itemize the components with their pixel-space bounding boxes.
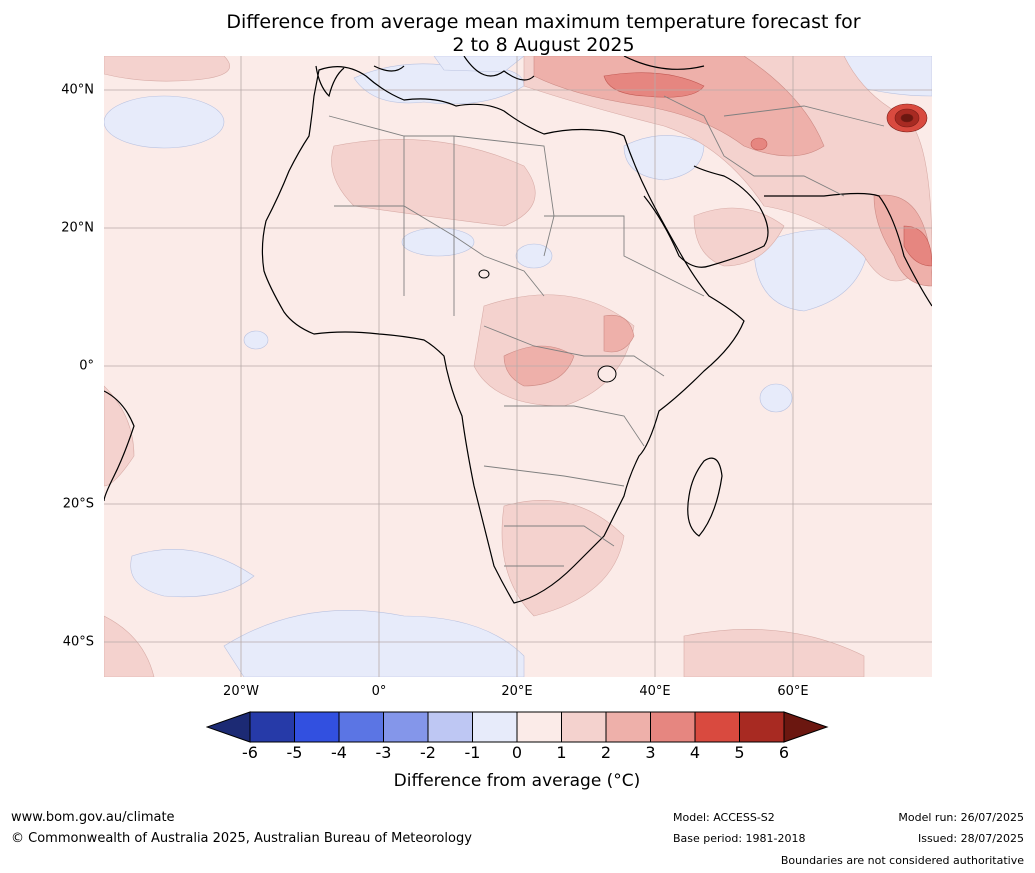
colorbar-cell — [739, 711, 785, 743]
anomaly-map — [104, 56, 932, 677]
colorbar-cell — [338, 711, 384, 743]
colorbar-tick-label: -3 — [375, 743, 392, 762]
cool-patch-southern-ocean — [223, 609, 525, 677]
warm-patch-india — [903, 225, 932, 267]
colorbar-label: Difference from average (°C) — [393, 771, 641, 791]
colorbar-tick-label: 4 — [689, 743, 701, 762]
lon-label-0: 0° — [371, 684, 387, 699]
warm-patch-southern-africa — [501, 500, 625, 617]
cool-patch-arabia — [623, 135, 705, 181]
lon-label-40e: 40°E — [639, 684, 671, 699]
map-title-line-2: 2 to 8 August 2025 — [452, 34, 635, 56]
warm-patch-sahel — [331, 139, 536, 227]
africa-coastline — [261, 66, 745, 604]
colorbar-over-arrow — [783, 711, 829, 743]
colorbar-cell — [427, 711, 473, 743]
colorbar-tick-label: -5 — [286, 743, 303, 762]
footer-copyright: © Commonwealth of Australia 2025, Austra… — [11, 831, 472, 846]
colorbar-tick-label: -2 — [420, 743, 436, 762]
colorbar-tick-label: 5 — [734, 743, 745, 762]
asia-coastline — [764, 192, 932, 307]
cool-patch-sudan — [515, 243, 553, 269]
cool-patch-balkans — [433, 56, 525, 73]
warm-patch-iran-core — [750, 137, 768, 151]
europe-coastline — [315, 56, 705, 98]
colorbar-cell — [294, 711, 340, 743]
footer-model: Model: ACCESS-S2 — [673, 811, 775, 824]
warm-patch-west-atlantic — [104, 385, 135, 487]
colorbar-cell — [249, 711, 295, 743]
colorbar-tick-label: 2 — [600, 743, 612, 762]
lat-label-40s: 40°S — [62, 634, 94, 650]
colorbar-tick-label: 0 — [511, 743, 523, 762]
footer-website[interactable]: www.bom.gov.au/climate — [11, 810, 175, 825]
warm-patch-east-africa — [603, 314, 635, 353]
footer-model-run: Model run: 26/07/2025 — [898, 811, 1024, 824]
colorbar-tick-label: 6 — [778, 743, 790, 762]
arabia-coastline — [643, 165, 769, 268]
colorbar-under-arrow — [206, 711, 251, 743]
colorbar-tick-label: 1 — [556, 743, 567, 762]
colorbar-tick-label: -4 — [331, 743, 347, 762]
colorbar-cell — [650, 711, 696, 743]
footer-base-period: Base period: 1981-2018 — [673, 832, 806, 845]
south-america-coastline — [104, 390, 135, 502]
cool-patch-arabian-sea — [753, 229, 870, 312]
country-borders — [328, 95, 885, 567]
cool-patch-indian-ocean — [759, 383, 793, 413]
warm-anomaly-strong-areas — [603, 72, 932, 267]
lat-label-40n: 40°N — [61, 82, 94, 98]
hotspot-core — [900, 113, 914, 123]
warm-patch-iberia — [104, 56, 230, 82]
cool-patch-gulf-guinea — [243, 330, 269, 350]
warm-patch-south-west — [104, 615, 155, 677]
colorbar-cell — [383, 711, 429, 743]
lakes — [478, 269, 617, 383]
colorbar-tick-label: -1 — [464, 743, 481, 762]
map-title-line-1: Difference from average mean maximum tem… — [226, 11, 861, 33]
lat-label-equator: 0° — [79, 358, 94, 374]
warm-patch-south-east — [683, 629, 865, 677]
colorbar-cell — [694, 711, 740, 743]
warm-patch-horn — [693, 207, 785, 267]
lon-label-60e: 60°E — [777, 684, 809, 699]
lake-chad — [478, 269, 490, 279]
lat-label-20s: 20°S — [62, 496, 94, 512]
footer-issued: Issued: 28/07/2025 — [917, 832, 1024, 845]
lake-victoria — [597, 365, 617, 383]
colorbar-tick-label: -6 — [242, 743, 258, 762]
graticule — [104, 56, 932, 677]
warm-patch-caspian — [603, 72, 705, 98]
hotspot-area — [886, 103, 928, 133]
cool-patch-south-atlantic — [130, 549, 255, 598]
madagascar-coastline — [687, 457, 723, 537]
colorbar-tick-label: 3 — [645, 743, 656, 762]
cool-patch-east-atlantic — [104, 95, 225, 149]
lon-label-20w: 20°W — [223, 684, 259, 699]
colorbar-cell — [561, 711, 607, 743]
colorbar-cell — [516, 711, 562, 743]
colorbar-cell — [605, 711, 651, 743]
footer-disclaimer: Boundaries are not considered authoritat… — [780, 854, 1024, 867]
colorbar-cell — [472, 711, 518, 743]
lat-label-20n: 20°N — [61, 220, 94, 236]
colorbar — [206, 711, 829, 743]
cool-anomaly-areas — [104, 56, 932, 677]
lon-label-20e: 20°E — [501, 684, 533, 699]
